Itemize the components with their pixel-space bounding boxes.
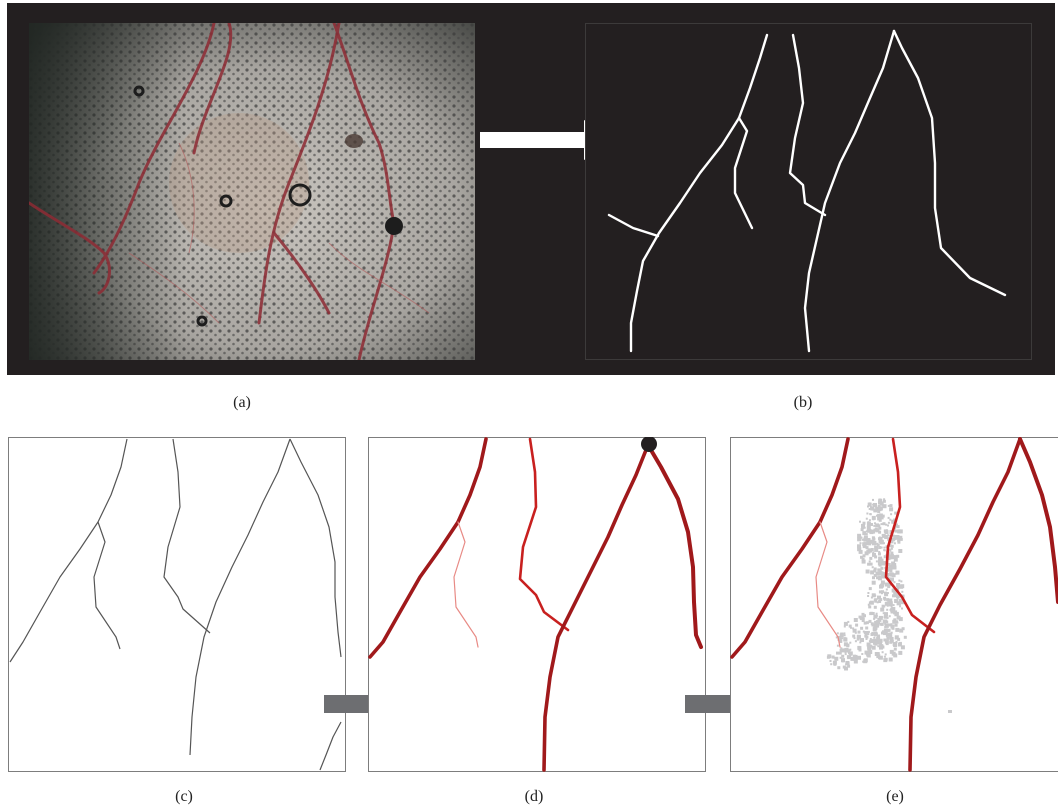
traced-with-noise-image — [730, 437, 1058, 772]
caption-a: (a) — [233, 394, 251, 411]
thin-skeleton-image — [8, 437, 346, 772]
caption-b: (b) — [793, 394, 813, 411]
panel-b-skeleton — [585, 23, 1032, 360]
noise-region — [826, 498, 952, 713]
traced-vessels-image — [368, 437, 706, 772]
panel-c-thin-skeleton — [8, 437, 346, 772]
caption-d: (d) — [524, 788, 544, 805]
skeleton-image — [585, 23, 1032, 360]
panel-a-photo — [29, 23, 475, 360]
photo-image — [29, 23, 475, 360]
panel-e-traced-with-noise — [730, 437, 1058, 772]
caption-c: (c) — [175, 788, 193, 805]
start-point-marker — [641, 437, 657, 452]
panel-d-traced-vessels — [368, 437, 706, 772]
caption-e: (e) — [886, 788, 904, 805]
